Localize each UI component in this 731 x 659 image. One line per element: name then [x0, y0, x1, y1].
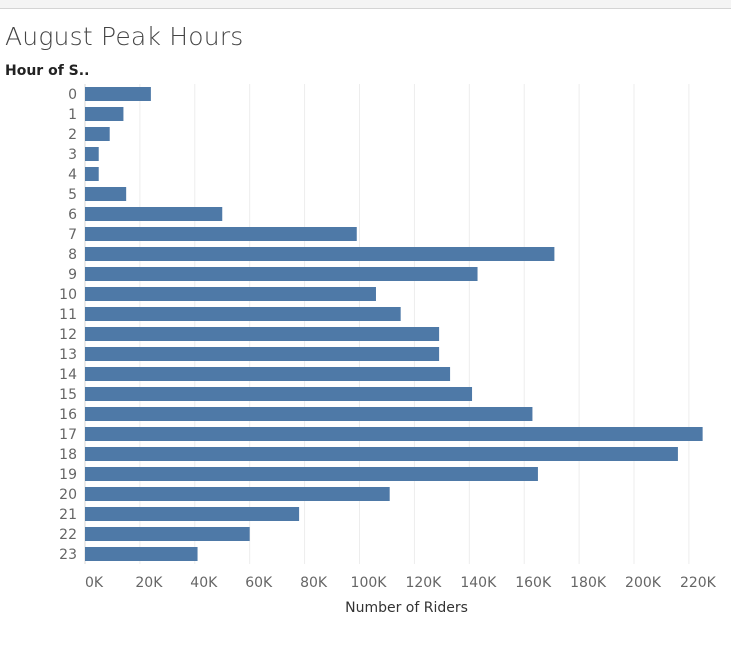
bar[interactable] [85, 127, 110, 141]
gridlines [84, 84, 690, 564]
y-tick-label: 20 [59, 487, 77, 503]
bar[interactable] [85, 547, 198, 561]
x-tick-label: 80K [300, 575, 328, 591]
y-axis-header: Hour of S.. [5, 63, 90, 79]
y-tick-label: 19 [59, 467, 77, 483]
y-tick-label: 2 [68, 127, 77, 143]
y-tick-label: 5 [68, 187, 77, 203]
y-tick-label: 15 [59, 387, 77, 403]
x-tick-label: 20K [135, 575, 163, 591]
x-axis-title: Number of Riders [345, 600, 468, 616]
bar[interactable] [85, 87, 151, 101]
y-tick-label: 12 [59, 327, 77, 343]
bar[interactable] [85, 107, 124, 121]
y-tick-label: 17 [59, 427, 77, 443]
x-tick-label: 200K [625, 575, 662, 591]
x-tick-label: 40K [190, 575, 218, 591]
y-tick-label: 6 [68, 207, 77, 223]
bar[interactable] [85, 167, 99, 181]
y-tick-label: 9 [68, 267, 77, 283]
bars [85, 87, 703, 561]
bar[interactable] [85, 187, 127, 201]
bar[interactable] [85, 207, 223, 221]
y-tick-label: 8 [68, 247, 77, 263]
bar[interactable] [85, 387, 473, 401]
y-tick-label: 4 [68, 167, 77, 183]
y-tick-label: 23 [59, 547, 77, 563]
bar[interactable] [85, 427, 703, 441]
y-tick-label: 3 [68, 147, 77, 163]
x-tick-label: 100K [351, 575, 388, 591]
x-tick-label: 140K [460, 575, 497, 591]
bar[interactable] [85, 347, 440, 361]
bar[interactable] [85, 407, 533, 421]
bar[interactable] [85, 327, 440, 341]
top-toolbar-strip [0, 0, 731, 9]
bar[interactable] [85, 367, 451, 381]
y-tick-label: 14 [59, 367, 77, 383]
y-tick-label: 13 [59, 347, 77, 363]
y-tick-label: 21 [59, 507, 77, 523]
bar[interactable] [85, 287, 376, 301]
bar[interactable] [85, 227, 357, 241]
bar[interactable] [85, 307, 401, 321]
x-tick-label: 180K [570, 575, 607, 591]
bar[interactable] [85, 527, 250, 541]
x-tick-label: 220K [680, 575, 717, 591]
chart-title: August Peak Hours [5, 22, 244, 51]
x-tick-label: 0K [85, 575, 104, 591]
y-tick-label: 10 [59, 287, 77, 303]
y-tick-label: 18 [59, 447, 77, 463]
x-tick-labels: 0K 20K 40K 60K 80K 100K 120K 140K 160K 180K 200K 22… [85, 575, 717, 591]
x-tick-label: 160K [515, 575, 552, 591]
bar[interactable] [85, 487, 390, 501]
bar[interactable] [85, 147, 99, 161]
bar[interactable] [85, 507, 300, 521]
x-tick-label: 120K [405, 575, 442, 591]
bar[interactable] [85, 267, 478, 281]
y-tick-label: 0 [68, 87, 77, 103]
bar[interactable] [85, 247, 555, 261]
y-tick-label: 22 [59, 527, 77, 543]
y-tick-label: 7 [68, 227, 77, 243]
y-tick-label: 1 [68, 107, 77, 123]
y-tick-label: 11 [59, 307, 77, 323]
y-tick-label: 16 [59, 407, 77, 423]
bar[interactable] [85, 467, 538, 481]
x-tick-label: 60K [245, 575, 273, 591]
bar[interactable] [85, 447, 678, 461]
